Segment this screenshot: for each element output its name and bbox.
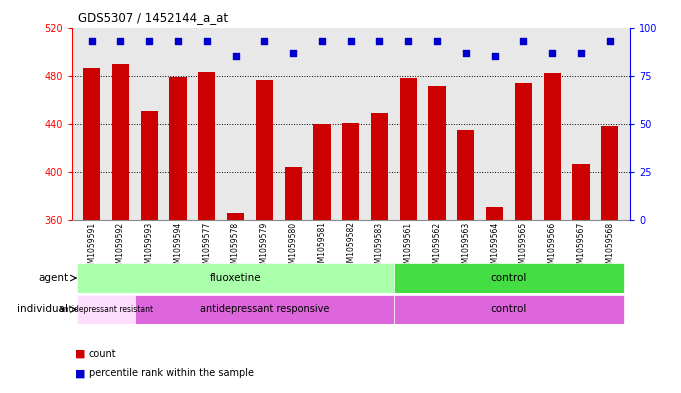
Bar bbox=[486, 207, 503, 220]
Point bbox=[317, 38, 328, 44]
Text: individual: individual bbox=[17, 305, 68, 314]
Point bbox=[547, 50, 558, 56]
Point bbox=[575, 50, 586, 56]
Bar bbox=[170, 77, 187, 220]
Bar bbox=[428, 86, 445, 220]
Bar bbox=[285, 167, 302, 220]
Bar bbox=[135, 295, 394, 324]
Bar bbox=[112, 64, 129, 220]
Bar bbox=[371, 113, 388, 220]
Point bbox=[374, 38, 385, 44]
Text: antidepressant responsive: antidepressant responsive bbox=[200, 305, 329, 314]
Bar bbox=[601, 126, 618, 220]
Text: ■: ■ bbox=[75, 368, 85, 378]
Text: agent: agent bbox=[38, 273, 68, 283]
Text: fluoxetine: fluoxetine bbox=[210, 273, 262, 283]
Bar bbox=[515, 83, 532, 220]
Bar bbox=[77, 263, 394, 293]
Bar bbox=[457, 130, 475, 220]
Point bbox=[115, 38, 126, 44]
Point bbox=[172, 38, 183, 44]
Point bbox=[345, 38, 356, 44]
Point bbox=[230, 53, 241, 59]
Text: ■: ■ bbox=[75, 349, 85, 359]
Text: control: control bbox=[491, 305, 527, 314]
Bar bbox=[140, 110, 158, 220]
Bar bbox=[394, 295, 624, 324]
Point bbox=[202, 38, 212, 44]
Bar bbox=[400, 78, 417, 220]
Bar bbox=[342, 123, 360, 220]
Bar bbox=[198, 72, 215, 220]
Point bbox=[144, 38, 155, 44]
Point bbox=[518, 38, 529, 44]
Point bbox=[86, 38, 97, 44]
Point bbox=[287, 50, 298, 56]
Bar bbox=[83, 68, 100, 220]
Point bbox=[460, 50, 471, 56]
Point bbox=[432, 38, 443, 44]
Text: control: control bbox=[491, 273, 527, 283]
Text: count: count bbox=[89, 349, 116, 359]
Bar bbox=[572, 163, 590, 220]
Bar bbox=[394, 263, 624, 293]
Point bbox=[259, 38, 270, 44]
Bar bbox=[227, 213, 244, 220]
Point bbox=[403, 38, 414, 44]
Bar bbox=[256, 81, 273, 220]
Point bbox=[489, 53, 500, 59]
Text: percentile rank within the sample: percentile rank within the sample bbox=[89, 368, 253, 378]
Bar bbox=[313, 124, 330, 220]
Bar bbox=[77, 295, 135, 324]
Point bbox=[604, 38, 615, 44]
Bar bbox=[543, 73, 561, 220]
Text: GDS5307 / 1452144_a_at: GDS5307 / 1452144_a_at bbox=[78, 11, 228, 24]
Text: antidepressant resistant: antidepressant resistant bbox=[59, 305, 153, 314]
